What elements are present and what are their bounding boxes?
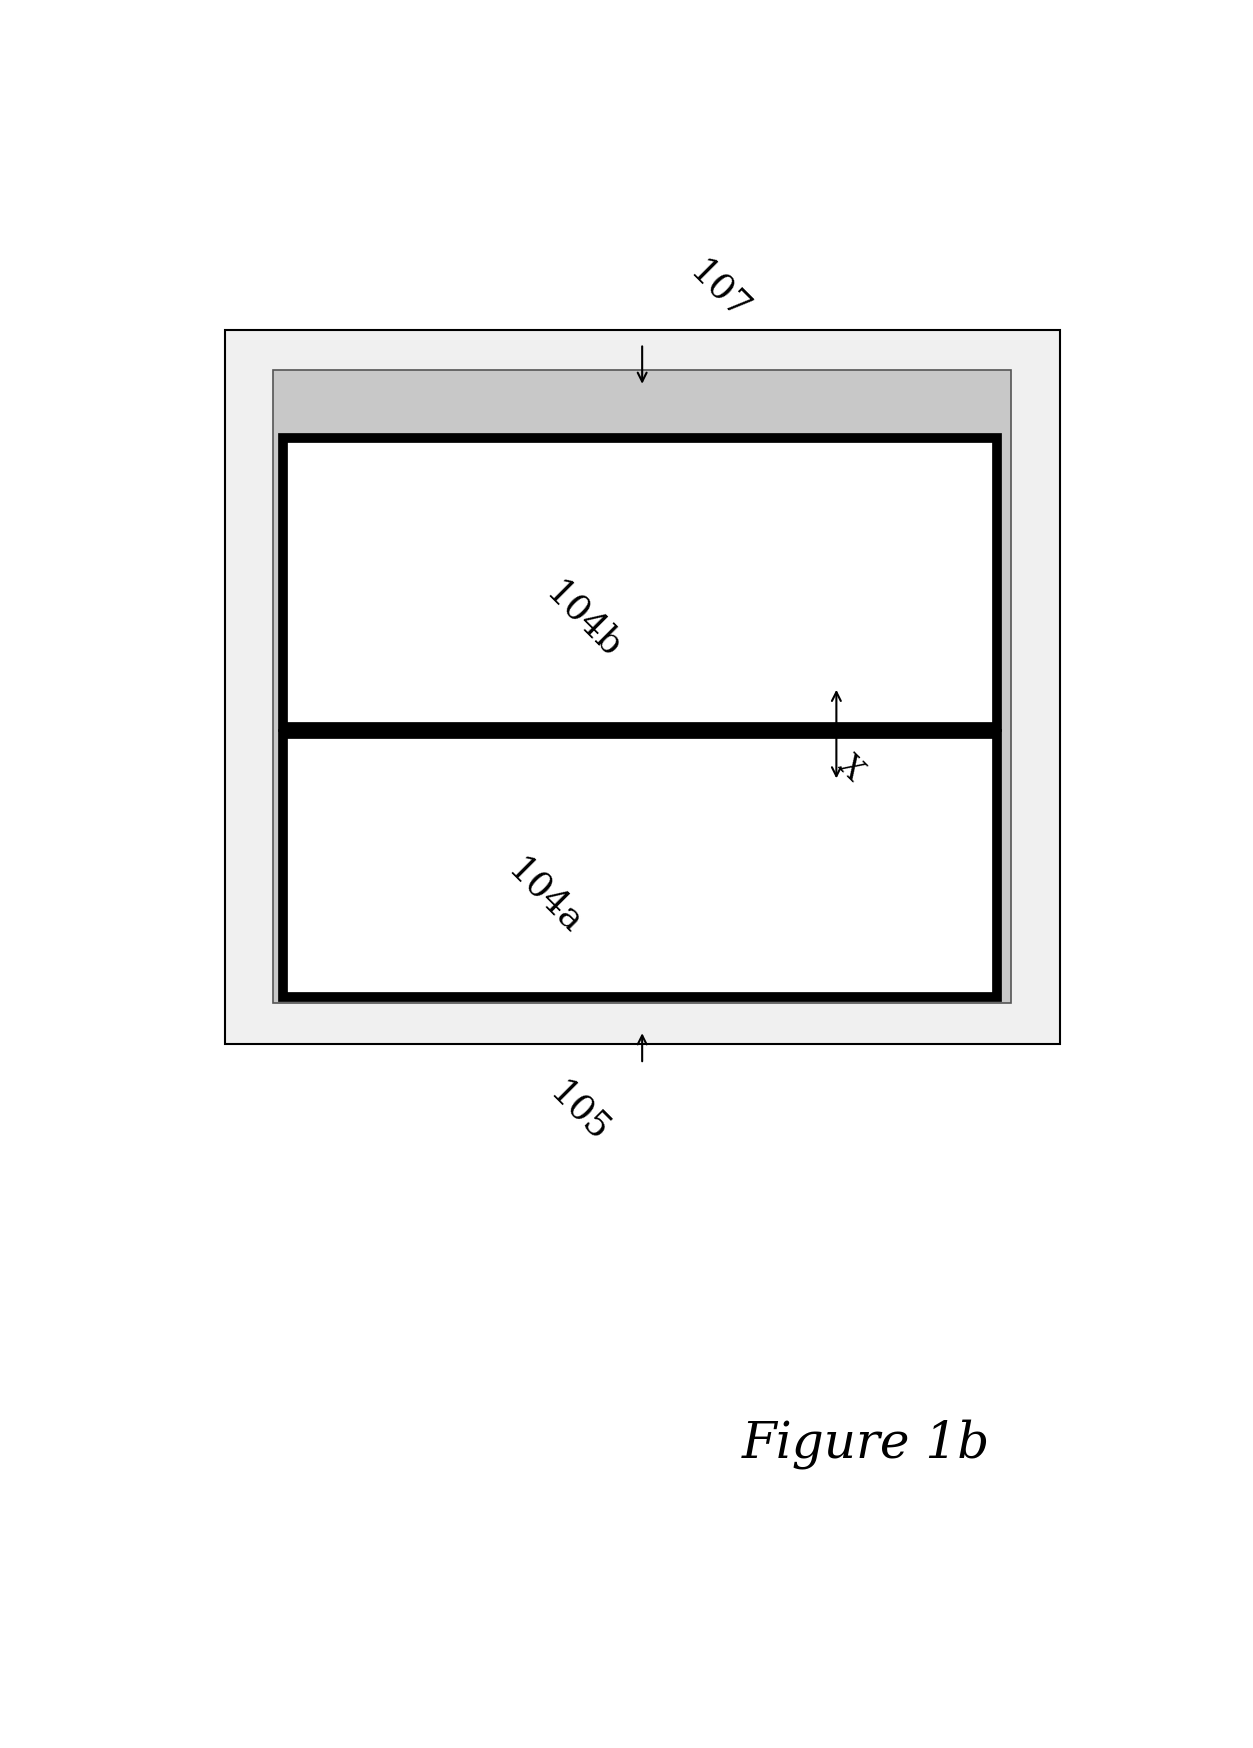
Bar [283,734,996,996]
Bar [224,330,1060,1044]
Text: X: X [832,750,870,787]
Bar [273,371,1011,1003]
Text: 105: 105 [543,1075,615,1148]
Text: 104a: 104a [501,853,589,940]
Text: 107: 107 [683,253,757,327]
Text: Figure 1b: Figure 1b [742,1418,990,1468]
Text: 104b: 104b [539,575,629,664]
Bar [283,439,996,727]
